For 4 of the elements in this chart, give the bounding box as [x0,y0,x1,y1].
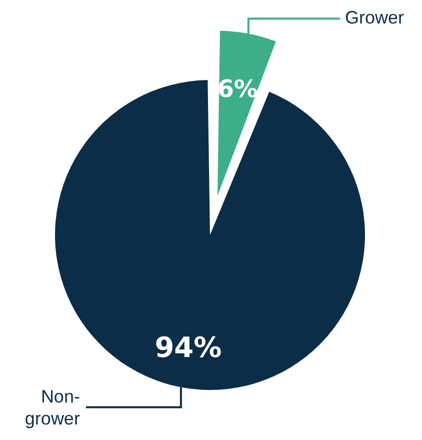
data-label: 94% [154,330,222,364]
slice-label: Non-grower [24,386,80,428]
slice-label: Grower [345,7,404,28]
data-label: 6% [217,74,258,103]
